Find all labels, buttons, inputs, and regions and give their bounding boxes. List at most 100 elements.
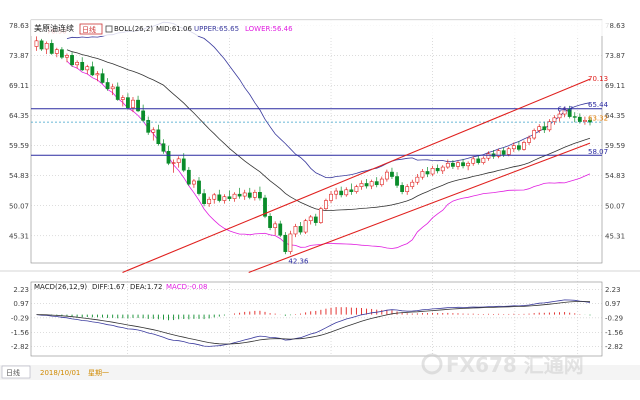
- candle: [344, 187, 349, 197]
- candle: [222, 194, 227, 204]
- candle-body: [567, 109, 572, 117]
- candle-body: [324, 200, 328, 210]
- price-tick-label-left: 59.59: [9, 142, 29, 150]
- price-tick-label-right: 59.59: [605, 142, 625, 150]
- candle-body: [202, 193, 206, 204]
- candle-body: [222, 196, 227, 201]
- footer-period-label[interactable]: 日线: [6, 368, 20, 377]
- candle-body: [258, 192, 262, 199]
- candle: [273, 221, 278, 236]
- candle-body: [90, 66, 95, 76]
- candle-body: [65, 55, 69, 58]
- grid: [0, 19, 640, 357]
- candle: [379, 176, 384, 187]
- candle: [303, 218, 308, 234]
- candle-body: [552, 117, 557, 122]
- candle: [181, 153, 186, 173]
- candle: [359, 180, 364, 190]
- candle-body: [146, 120, 151, 133]
- candle-body: [344, 189, 349, 196]
- candle-body: [562, 109, 567, 115]
- candle-body: [481, 157, 486, 163]
- instrument-title: 美原油连续: [34, 23, 74, 33]
- boll-mid-line: [66, 49, 591, 211]
- channel-target-annotation: 70.13: [588, 75, 608, 83]
- candle-body: [405, 186, 410, 192]
- candle-body: [511, 145, 516, 150]
- candle-body: [70, 55, 74, 66]
- candle: [450, 160, 455, 169]
- price-tick-label-left: 45.31: [9, 232, 29, 240]
- candle-body: [583, 120, 587, 122]
- candle: [85, 64, 90, 75]
- candle: [390, 167, 394, 180]
- macd-label: MACD(26,12,9): [34, 283, 87, 291]
- boll-toggle-icon[interactable]: [105, 25, 113, 33]
- macd-tick-label-right: 2.23: [605, 286, 621, 294]
- candle-body: [186, 169, 191, 185]
- period-badge[interactable]: 日线: [82, 25, 96, 34]
- candle-body: [537, 126, 542, 131]
- candle: [283, 232, 288, 255]
- low-annotation: 42.36: [288, 257, 309, 265]
- candle: [588, 117, 592, 126]
- candle: [80, 57, 85, 72]
- candle-body: [415, 176, 420, 183]
- candle-body: [95, 73, 100, 76]
- candle: [440, 165, 445, 175]
- macd-dif-line: [36, 299, 591, 347]
- candle-body: [115, 86, 120, 100]
- candle-body: [384, 171, 389, 180]
- candle-body: [59, 49, 64, 58]
- candle-body: [176, 158, 181, 163]
- candle: [324, 198, 328, 211]
- candle-body: [430, 168, 435, 175]
- candle: [567, 105, 572, 119]
- candle: [237, 187, 242, 199]
- candle-body: [75, 61, 80, 66]
- price-tick-label-right: 69.11: [605, 82, 625, 90]
- candle-body: [486, 153, 491, 159]
- candle-body: [496, 150, 501, 157]
- macd-tick-label-right: -1.56: [605, 329, 624, 337]
- candle: [481, 156, 486, 165]
- candle: [313, 213, 318, 226]
- candle-body: [156, 129, 161, 145]
- candle-body: [252, 192, 257, 198]
- candle: [263, 194, 267, 219]
- candle-body: [141, 110, 146, 121]
- candle-body: [450, 162, 455, 167]
- candle-body: [522, 142, 526, 150]
- period-badge-frame[interactable]: [79, 23, 103, 35]
- candle-body: [379, 178, 384, 186]
- candle: [384, 169, 389, 182]
- horizontal-level-label: 63.32: [588, 115, 608, 123]
- macd-diff: DIFF:1.67: [92, 283, 125, 291]
- candle: [471, 156, 476, 166]
- candle: [252, 189, 257, 201]
- candle-body: [334, 190, 339, 195]
- candle: [456, 160, 460, 170]
- candle: [171, 159, 176, 173]
- candle: [65, 53, 69, 63]
- price-tick-label-right: 73.87: [605, 52, 625, 60]
- candle-body: [476, 158, 481, 163]
- candle: [207, 196, 212, 207]
- candle-body: [588, 120, 592, 123]
- footer-period-button[interactable]: [1, 365, 31, 379]
- candle: [583, 116, 587, 125]
- candle-body: [242, 192, 247, 197]
- candle-body: [395, 176, 399, 186]
- candle-body: [557, 113, 562, 119]
- candle: [44, 41, 49, 55]
- candle-body: [298, 226, 303, 233]
- candle-body: [44, 43, 49, 50]
- candle-body: [263, 197, 267, 217]
- candle: [151, 127, 156, 141]
- candle: [70, 52, 74, 67]
- candle-body: [166, 150, 171, 164]
- candle: [59, 47, 64, 60]
- candle: [141, 104, 146, 123]
- candle-body: [227, 196, 232, 199]
